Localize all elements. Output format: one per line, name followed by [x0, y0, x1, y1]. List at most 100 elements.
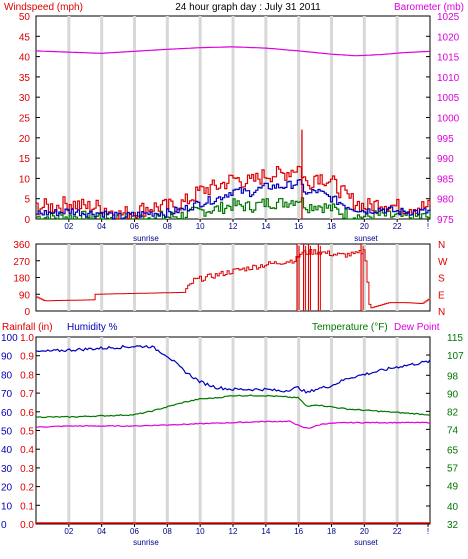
- rain-ytick-label: 1.0: [20, 333, 34, 344]
- compass-label: W: [438, 257, 448, 268]
- temp-ytick-label: 107: [447, 351, 464, 362]
- baro-ytick-label: 995: [437, 134, 454, 145]
- wind-ytick-label: 45: [19, 32, 31, 43]
- wind-panel-xtick-label: 12: [229, 222, 238, 231]
- humidity-ytick-label: 80: [1, 370, 13, 381]
- temperature-axis-title: Temperature (°F): [312, 322, 388, 333]
- rain-ytick-label: 0.8: [20, 370, 34, 381]
- wind-panel-xtick-label: 18: [327, 222, 336, 231]
- temperature-line: [35, 394, 430, 419]
- dew-point-line: [35, 420, 430, 429]
- wind-panel-xtick-label: 14: [261, 222, 270, 231]
- baro-ytick-label: 1010: [437, 73, 460, 84]
- wind-ytick-label: 0: [24, 215, 30, 226]
- wind-ytick-label: 35: [19, 73, 31, 84]
- humidity-panel-xtick-label: 20: [360, 527, 369, 536]
- direction-ytick-label: 0: [24, 307, 30, 318]
- temp-ytick-label: 90: [447, 389, 459, 400]
- humidity-ytick-label: 90: [1, 352, 13, 363]
- rain-ytick-label: 0.3: [20, 464, 34, 475]
- humidity-panel-xtick-label: 08: [163, 527, 172, 536]
- baro-ytick-label: 985: [437, 174, 454, 185]
- humidity-ytick-label: 40: [1, 445, 13, 456]
- humidity-ytick-label: 60: [1, 408, 13, 419]
- baro-ytick-label: 1020: [437, 32, 460, 43]
- temp-ytick-label: 74: [447, 425, 459, 436]
- wind-ytick-label: 5: [24, 195, 30, 206]
- humidity-panel-xtick-label: 14: [261, 527, 270, 536]
- wind-ytick-label: 10: [19, 174, 31, 185]
- wind-ytick-label: 40: [19, 53, 31, 64]
- humidity-panel-xtick-label: 06: [130, 527, 139, 536]
- direction-ytick-label: 270: [13, 257, 30, 268]
- sunrise-label-top: sunrise: [133, 234, 159, 243]
- temp-ytick-label: 115: [447, 333, 463, 344]
- baro-ytick-label: 1015: [437, 53, 460, 64]
- graph-title: 24 hour graph day : July 31 2011: [175, 2, 321, 13]
- baro-ytick-label: 990: [437, 154, 454, 165]
- humidity-axis-title: Humidity %: [67, 322, 118, 333]
- direction-ytick-label: 360: [13, 240, 30, 251]
- temp-ytick-label: 82: [447, 407, 459, 418]
- compass-label: N: [438, 240, 445, 251]
- humidity-ytick-label: 100: [1, 333, 18, 344]
- temp-ytick-label: 98: [447, 371, 459, 382]
- windspeed-axis-title: Windspeed (mph): [4, 2, 83, 13]
- temp-ytick-label: 65: [447, 446, 459, 457]
- wind-ytick-label: 15: [19, 154, 31, 165]
- baro-ytick-label: 980: [437, 195, 454, 206]
- rain-ytick-label: 0.1: [20, 501, 34, 512]
- temp-ytick-label: 49: [447, 482, 459, 493]
- wind-ytick-label: 30: [19, 93, 31, 104]
- wind-panel-xtick-label: 22: [393, 222, 402, 231]
- wind-panel-xtick-label: 04: [97, 222, 106, 231]
- wind-barometer-panel: 0510152025303540455097598098599099510001…: [19, 12, 460, 231]
- direction-ytick-label: 90: [19, 290, 31, 301]
- barometer-line: [35, 46, 431, 57]
- compass-label: N: [438, 307, 445, 318]
- wind-panel-xtick-label: 08: [163, 222, 172, 231]
- humidity-panel-xtick-label: 10: [196, 527, 205, 536]
- barometer-axis-title: Barometer (mb): [394, 2, 464, 13]
- rainfall-axis-title: Rainfall (in): [2, 322, 53, 333]
- humidity-ytick-label: 20: [1, 483, 13, 494]
- wind-panel-xtick-label: 06: [130, 222, 139, 231]
- rain-ytick-label: 0.9: [20, 352, 34, 363]
- wind-panel-xtick-label: !: [427, 222, 429, 231]
- humidity-panel-xtick-label: 12: [229, 527, 238, 536]
- dew-point-axis-title: Dew Point: [394, 322, 440, 333]
- wind-panel-xtick-label: 20: [360, 222, 369, 231]
- humidity-ytick-label: 30: [1, 464, 13, 475]
- baro-ytick-label: 975: [437, 215, 454, 226]
- temp-ytick-label: 57: [447, 464, 459, 475]
- wind-ytick-label: 50: [19, 12, 31, 23]
- humidity-panel-xtick-label: 18: [327, 527, 336, 536]
- wind-direction-panel: 0 N 90 E 180 S 270 W 360 N: [13, 240, 448, 318]
- rain-ytick-label: 0.7: [20, 389, 34, 400]
- temp-ytick-label: 40: [447, 502, 459, 513]
- rain-ytick-label: 0.5: [20, 427, 34, 438]
- rain-ytick-label: 0.6: [20, 408, 34, 419]
- direction-line: [36, 249, 431, 309]
- wind-panel-xtick-label: 10: [196, 222, 205, 231]
- compass-label: E: [438, 290, 445, 301]
- temp-ytick-label: 32: [447, 520, 459, 531]
- wind-ytick-label: 20: [19, 134, 31, 145]
- baro-ytick-label: 1025: [437, 12, 460, 23]
- direction-ytick-label: 180: [13, 274, 30, 285]
- wind-ytick-label: 25: [19, 114, 31, 125]
- humidity-ytick-label: 50: [1, 427, 13, 438]
- humidity-ytick-label: 70: [1, 389, 13, 400]
- humidity-panel-xtick-label: 22: [393, 527, 402, 536]
- humidity-temperature-panel: 0 0.0 10 0.1 20 0.2 30 0.3 40 0.4 50 0.5 60 0.6 70 0.7 8…: [1, 333, 464, 536]
- humidity-ytick-label: 10: [1, 501, 13, 512]
- wind-panel-xtick-label: 16: [294, 222, 303, 231]
- humidity-ytick-label: 0: [1, 520, 7, 531]
- humidity-panel-xtick-label: 16: [294, 527, 303, 536]
- humidity-line: [35, 344, 431, 394]
- humidity-panel-xtick-label: !: [427, 527, 429, 536]
- sunrise-label-bottom: sunrise: [133, 538, 159, 547]
- humidity-panel-xtick-label: 04: [97, 527, 106, 536]
- rain-ytick-label: 0.4: [20, 445, 34, 456]
